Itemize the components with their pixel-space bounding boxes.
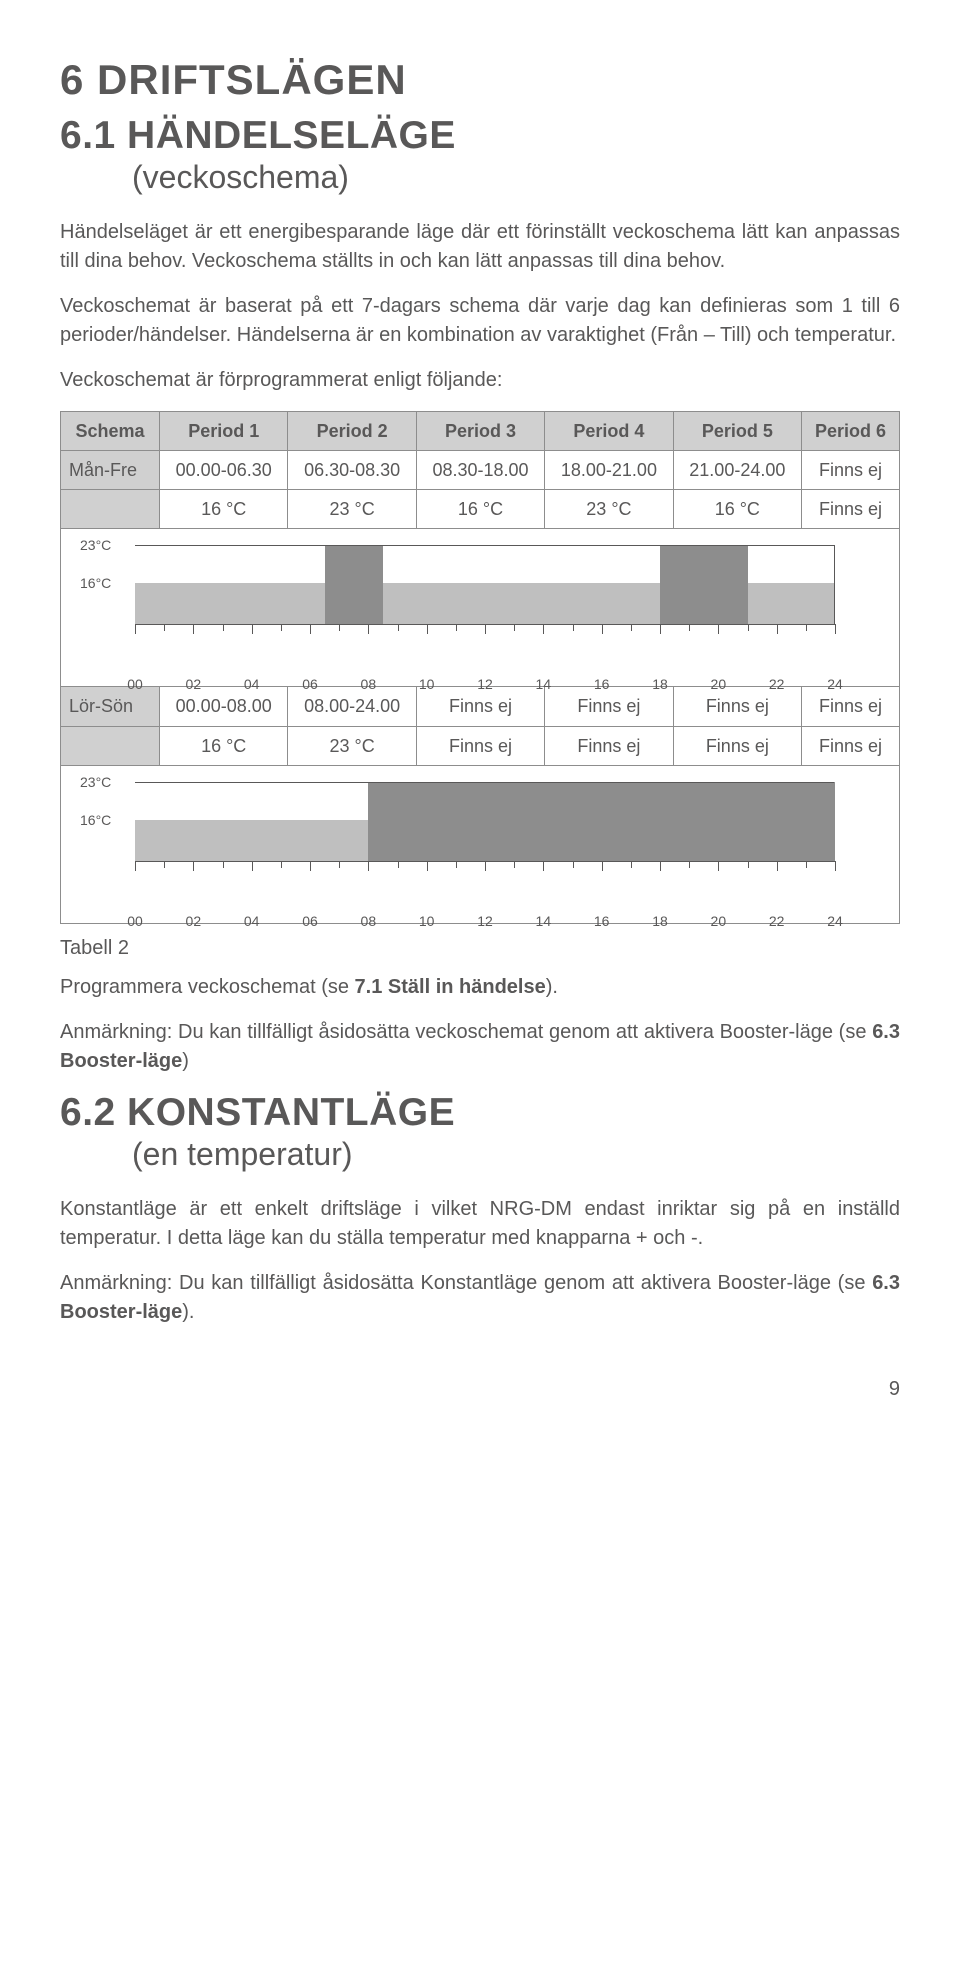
section-6-2-title: 6.2 KONSTANTLÄGE xyxy=(60,1092,900,1135)
cell: Finns ej xyxy=(673,726,801,765)
section-6-2-subtitle: (en temperatur) xyxy=(132,1131,900,1177)
th-period4: Period 4 xyxy=(545,412,673,451)
cell: Mån-Fre xyxy=(61,451,160,490)
cell: Finns ej xyxy=(802,726,900,765)
para-6-1-2: Veckoschemat är baserat på ett 7-dagars … xyxy=(60,292,900,350)
cell: Finns ej xyxy=(416,726,544,765)
cell: 21.00-24.00 xyxy=(673,451,801,490)
section-6-1-title: 6.1 HÄNDELSELÄGE xyxy=(60,115,900,158)
cell: 23 °C xyxy=(288,490,416,529)
text: ) xyxy=(182,1050,189,1072)
cell: 23 °C xyxy=(288,726,416,765)
para-6-1-1: Händelseläget är ett energibesparande lä… xyxy=(60,218,900,276)
table-caption: Tabell 2 xyxy=(60,934,900,963)
page-heading: 6 DRIFTSLÄGEN xyxy=(60,50,900,111)
text: ). xyxy=(546,976,558,998)
th-period6: Period 6 xyxy=(802,412,900,451)
cell: 00.00-06.30 xyxy=(160,451,288,490)
th-period5: Period 5 xyxy=(673,412,801,451)
text: Anmärkning: Du kan tillfälligt åsidosätt… xyxy=(60,1021,872,1043)
cell: Finns ej xyxy=(545,726,673,765)
th-schema: Schema xyxy=(61,412,160,451)
cell: 00.00-08.00 xyxy=(160,687,288,726)
para-6-2-2: Anmärkning: Du kan tillfälligt åsidosätt… xyxy=(60,1269,900,1327)
chart-lorson-cell: 23°C16°C 00020406081012141618202224 xyxy=(61,765,900,923)
cell: 08.30-18.00 xyxy=(416,451,544,490)
section-6-1-subtitle: (veckoschema) xyxy=(132,154,900,200)
ref-7-1: 7.1 Ställ in händelse xyxy=(355,976,546,998)
cell: 16 °C xyxy=(673,490,801,529)
para-after-1: Programmera veckoschemat (se 7.1 Ställ i… xyxy=(60,973,900,1002)
cell: 16 °C xyxy=(416,490,544,529)
cell: Finns ej xyxy=(802,490,900,529)
page-number: 9 xyxy=(60,1375,900,1404)
para-6-1-3: Veckoschemat är förprogrammerat enligt f… xyxy=(60,366,900,395)
row-monfri-times: Mån-Fre 00.00-06.30 06.30-08.30 08.30-18… xyxy=(61,451,900,490)
text: Programmera veckoschemat (se xyxy=(60,976,355,998)
cell: Finns ej xyxy=(802,687,900,726)
cell: 16 °C xyxy=(160,490,288,529)
para-after-2: Anmärkning: Du kan tillfälligt åsidosätt… xyxy=(60,1018,900,1076)
cell: 06.30-08.30 xyxy=(288,451,416,490)
cell: Lör-Sön xyxy=(61,687,160,726)
chart-monfri: 23°C16°C 00020406081012141618202224 xyxy=(65,535,895,680)
chart-lorson: 23°C16°C 00020406081012141618202224 xyxy=(65,772,895,917)
th-period1: Period 1 xyxy=(160,412,288,451)
cell: 23 °C xyxy=(545,490,673,529)
row-monfri-temps: 16 °C 23 °C 16 °C 23 °C 16 °C Finns ej xyxy=(61,490,900,529)
text: Anmärkning: Du kan tillfälligt åsidosätt… xyxy=(60,1272,872,1294)
row-lorson-temps: 16 °C 23 °C Finns ej Finns ej Finns ej F… xyxy=(61,726,900,765)
cell: 18.00-21.00 xyxy=(545,451,673,490)
cell: 16 °C xyxy=(160,726,288,765)
para-6-2-1: Konstantläge är ett enkelt driftsläge i … xyxy=(60,1195,900,1253)
chart-monfri-cell: 23°C16°C 00020406081012141618202224 xyxy=(61,529,900,687)
schedule-table: Schema Period 1 Period 2 Period 3 Period… xyxy=(60,411,900,923)
cell xyxy=(61,490,160,529)
text: ). xyxy=(182,1301,194,1323)
th-period2: Period 2 xyxy=(288,412,416,451)
cell xyxy=(61,726,160,765)
th-period3: Period 3 xyxy=(416,412,544,451)
cell: Finns ej xyxy=(802,451,900,490)
